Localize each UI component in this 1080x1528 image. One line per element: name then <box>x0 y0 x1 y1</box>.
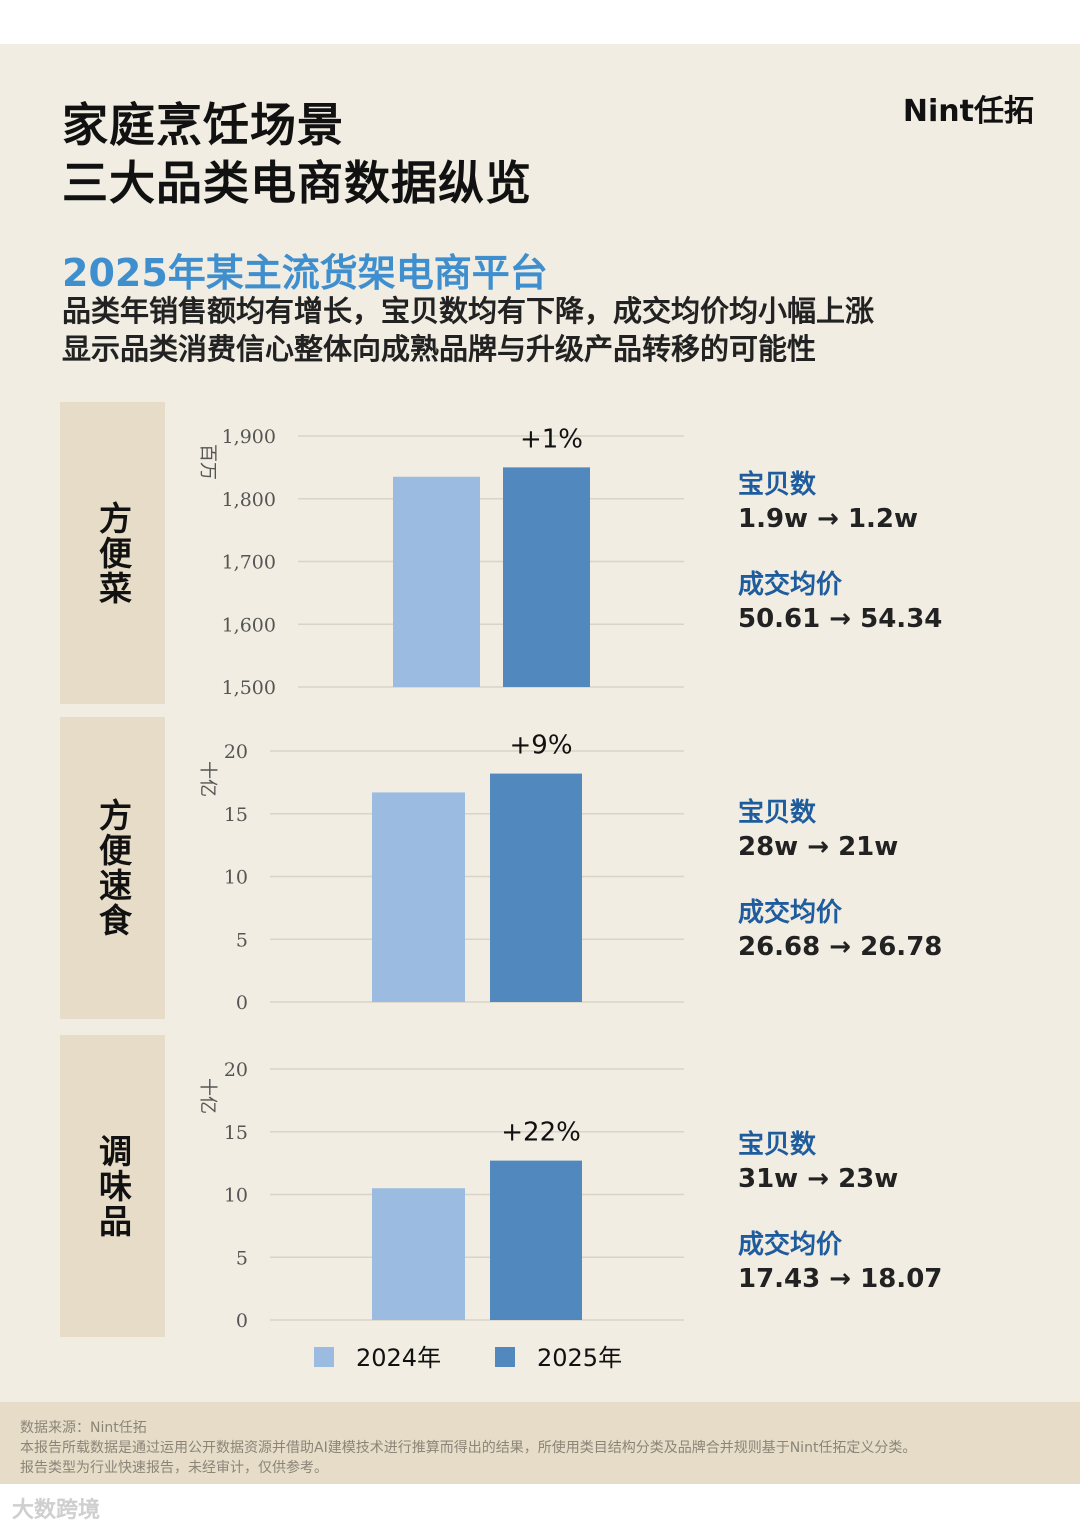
watermark: 大数跨境 <box>12 1498 101 1523</box>
bar-2025 <box>490 1160 582 1320</box>
y-unit-label: 十亿 <box>197 1078 218 1114</box>
bar-2025 <box>490 773 582 1002</box>
y-unit-label: 十亿 <box>197 761 218 797</box>
y-tick-label: 10 <box>224 1185 248 1207</box>
report-page: 家庭烹饪场景 三大品类电商数据纵览 Nint任拓 2025年某主流货架电商平台 … <box>0 44 1080 1484</box>
category-box-1: 方便菜 <box>60 402 165 704</box>
legend-label-2024: 2024年 <box>356 1344 441 1372</box>
bar-2025 <box>503 467 590 687</box>
y-tick-label: 1,600 <box>222 614 276 636</box>
subtitle: 2025年某主流货架电商平台 <box>62 251 548 295</box>
stat-value: 1.9w → 1.2w <box>738 504 919 534</box>
y-tick-label: 1,500 <box>222 677 276 699</box>
bar-2024 <box>372 1188 465 1320</box>
description: 品类年销售额均有增长，宝贝数均有下降，成交均价均小幅上涨 显示品类消费信心整体向… <box>62 292 874 368</box>
legend-label-2025: 2025年 <box>537 1344 622 1372</box>
stat-label: 成交均价 <box>738 898 843 928</box>
footer-note-1: 本报告所载数据是通过运用公开数据资源并借助AI建模技术进行推算而得出的结果，所使… <box>20 1440 917 1456</box>
change-label: +1% <box>520 424 583 454</box>
y-tick-label: 1,900 <box>222 426 276 448</box>
stat-value: 50.61 → 54.34 <box>738 604 943 634</box>
stat-label: 宝贝数 <box>738 798 817 828</box>
page-title: 家庭烹饪场景 三大品类电商数据纵览 <box>62 96 532 212</box>
footer-note-2: 报告类型为行业快速报告，未经审计，仅供参考。 <box>20 1460 328 1476</box>
stat-value: 17.43 → 18.07 <box>738 1264 943 1294</box>
y-tick-label: 0 <box>236 1310 248 1332</box>
stat-value: 28w → 21w <box>738 832 899 862</box>
y-tick-label: 15 <box>224 1122 248 1144</box>
description-line-1: 品类年销售额均有增长，宝贝数均有下降，成交均价均小幅上涨 <box>62 294 875 328</box>
stats-panel-3: 宝贝数 31w → 23w 成交均价 17.43 → 18.07 <box>738 1128 942 1328</box>
change-label: +9% <box>510 731 573 761</box>
stat-label: 成交均价 <box>738 1230 843 1260</box>
category-box-2: 方便速食 <box>60 717 165 1019</box>
y-tick-label: 15 <box>224 804 248 826</box>
stat-value: 31w → 23w <box>738 1164 899 1194</box>
y-tick-label: 10 <box>224 867 248 889</box>
brand-logo: Nint任拓 <box>902 94 1034 129</box>
category-label: 方便菜 <box>93 500 133 606</box>
stat-label: 宝贝数 <box>738 470 817 500</box>
legend-swatch-2025 <box>495 1347 515 1367</box>
y-tick-label: 5 <box>236 1247 248 1269</box>
y-tick-label: 20 <box>224 1059 248 1081</box>
title-line-2: 三大品类电商数据纵览 <box>62 156 532 210</box>
footer: 数据来源：Nint任拓 本报告所载数据是通过运用公开数据资源并借助AI建模技术进… <box>0 1402 1080 1484</box>
stat-value: 26.68 → 26.78 <box>738 932 943 962</box>
y-tick-label: 1,800 <box>222 489 276 511</box>
y-unit-label: 百万 <box>197 444 218 480</box>
description-line-2: 显示品类消费信心整体向成熟品牌与升级产品转移的可能性 <box>62 332 817 366</box>
y-tick-label: 5 <box>236 929 248 951</box>
stat-label: 宝贝数 <box>738 1130 817 1160</box>
change-label: +22% <box>501 1118 581 1148</box>
category-label: 方便速食 <box>93 798 133 938</box>
title-line-1: 家庭烹饪场景 <box>62 98 344 152</box>
y-tick-label: 1,700 <box>222 552 276 574</box>
stats-panel-2: 宝贝数 28w → 21w 成交均价 26.68 → 26.78 <box>738 796 942 996</box>
bar-2024 <box>393 476 480 687</box>
bar-2024 <box>372 792 465 1002</box>
category-label: 调味品 <box>93 1133 133 1239</box>
footer-source: 数据来源：Nint任拓 <box>20 1420 147 1436</box>
legend-swatch-2024 <box>314 1347 334 1367</box>
stat-label: 成交均价 <box>738 570 843 600</box>
y-tick-label: 0 <box>236 992 248 1014</box>
stats-panel-1: 宝贝数 1.9w → 1.2w 成交均价 50.61 → 54.34 <box>738 468 942 668</box>
category-box-3: 调味品 <box>60 1035 165 1337</box>
y-tick-label: 20 <box>224 741 248 763</box>
